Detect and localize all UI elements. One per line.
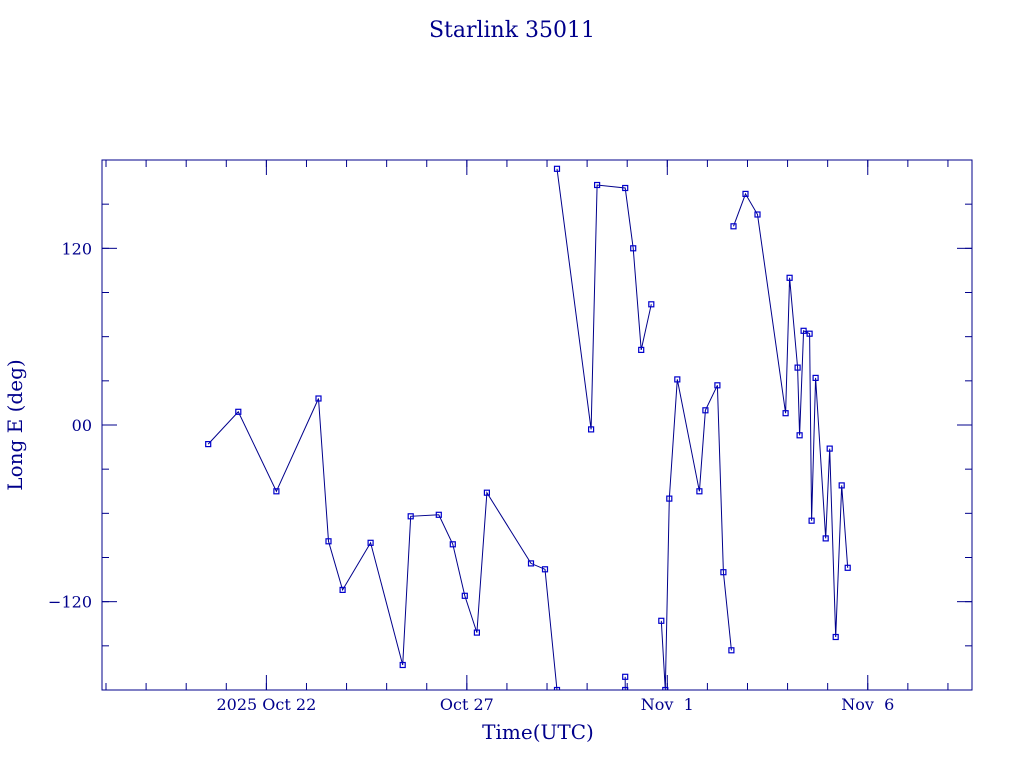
series-layer [205,165,851,690]
data-point-4-12 [826,445,833,452]
data-point-3-2 [666,495,673,502]
data-point-0-10 [449,541,456,548]
tick-labels: 2025 Oct 22 Oct 27 Nov 1 Nov 6 120 00 −120 [48,239,894,714]
data-point-4-2 [754,211,761,218]
data-point-1-1 [587,426,595,433]
data-point-3-3 [674,376,681,383]
data-point-1-2 [593,181,601,189]
data-point-2-0 [622,673,629,680]
data-point-4-10 [812,374,819,381]
x-tick-label-1: Oct 27 [440,695,494,714]
data-point-0-1 [235,408,242,415]
data-point-1-5 [638,346,645,353]
data-point-0-16 [553,686,561,690]
data-point-4-14 [838,482,845,489]
series-line-3 [660,379,732,690]
data-point-3-5 [702,407,709,414]
data-point-4-9 [808,517,815,524]
x-axis-title: Time(UTC) [482,720,594,744]
data-point-0-9 [435,511,442,518]
data-point-1-4 [630,245,637,252]
data-point-3-7 [720,569,727,576]
data-point-0-2 [273,488,280,495]
data-point-0-14 [527,560,535,567]
series-line-1 [556,168,652,430]
series-line-0 [207,398,558,690]
y-tick-label-2: −120 [48,593,92,612]
data-point-0-0 [205,441,212,448]
x-tick-label-2: Nov 1 [641,695,694,714]
data-point-1-3 [622,184,629,192]
data-point-3-6 [714,382,721,389]
axis-ticks [102,160,972,690]
plot-frame [101,159,973,691]
y-axis-title: Long E (deg) [3,359,27,490]
data-point-3-8 [728,647,735,654]
data-point-4-13 [832,633,839,641]
data-point-1-0 [553,165,561,172]
data-point-4-5 [794,364,801,371]
data-point-4-6 [796,432,803,439]
data-point-3-0 [658,617,665,624]
data-point-4-7 [800,327,807,334]
data-point-1-6 [648,301,655,308]
x-tick-label-3: Nov 6 [841,695,894,714]
data-point-0-13 [483,489,490,496]
data-point-4-3 [782,410,789,417]
data-point-0-6 [367,539,374,546]
y-tick-label-1: 00 [72,416,92,435]
data-point-4-15 [844,564,851,571]
x-tick-label-0: 2025 Oct 22 [216,695,316,714]
data-point-0-12 [473,629,480,636]
data-point-0-15 [541,566,549,573]
data-point-3-4 [696,488,703,495]
data-point-0-3 [315,395,322,402]
data-point-4-4 [786,274,793,281]
series-line-4 [733,192,849,638]
data-point-4-8 [806,330,813,337]
chart-title: Starlink 35011 [429,18,595,43]
data-point-4-11 [822,535,829,542]
data-point-0-5 [339,586,346,594]
data-point-0-7 [399,661,406,669]
y-tick-label-0: 120 [61,239,92,258]
data-point-4-0 [730,223,737,230]
data-point-3-1 [662,686,669,690]
data-point-4-1 [742,190,749,197]
data-point-2-1 [622,686,629,690]
data-point-0-4 [325,538,332,545]
data-point-0-11 [461,592,468,599]
data-point-0-8 [407,513,414,520]
